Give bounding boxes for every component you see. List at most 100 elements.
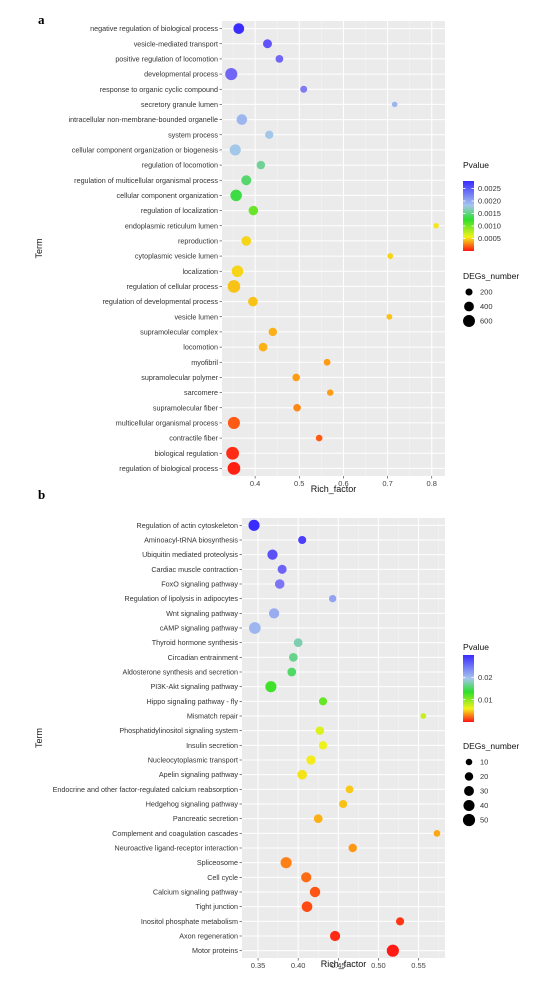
size-legend-key <box>464 772 474 781</box>
size-legend-title: DEGs_number <box>463 741 519 751</box>
color-legend-bar <box>463 655 474 722</box>
x-tick-label: 0.40 <box>291 961 306 970</box>
term-label: Regulation of actin cytoskeleton <box>137 521 239 530</box>
plot-background <box>222 21 445 476</box>
x-axis-title: Rich_factor <box>311 484 357 494</box>
data-point <box>262 39 272 49</box>
data-point <box>231 265 244 278</box>
data-point <box>256 160 266 170</box>
data-point <box>248 296 258 307</box>
term-label: multicellular organismal process <box>116 418 219 427</box>
term-label: Spliceosome <box>197 858 238 867</box>
term-label: Wnt signaling pathway <box>166 609 238 618</box>
data-point <box>386 313 393 320</box>
term-label: Motor proteins <box>192 946 238 955</box>
data-point <box>287 667 297 677</box>
panel-b: b 0.35 0.40 0.45 0.50 0.55 Regulation of actin… <box>34 487 519 970</box>
size-legend-key <box>464 786 474 796</box>
data-point <box>226 446 239 460</box>
data-point <box>309 886 321 898</box>
term-label: response to organic cyclic compound <box>100 85 218 94</box>
size-legend-label: 10 <box>480 758 488 767</box>
term-label: Insulin secretion <box>186 741 238 750</box>
data-point <box>420 713 427 719</box>
size-legend-label: 20 <box>480 772 488 781</box>
data-point <box>301 872 312 883</box>
term-label: Circadian entrainment <box>168 653 238 662</box>
data-point <box>275 55 284 63</box>
data-point <box>339 799 348 809</box>
data-point <box>345 785 354 794</box>
data-point <box>227 462 241 475</box>
term-label: negative regulation of biological proces… <box>90 24 218 33</box>
term-label: Aldosterone synthesis and secretion <box>123 668 238 677</box>
plot-background <box>242 518 445 958</box>
term-label: regulation of locomotion <box>142 161 218 170</box>
term-label: Apelin signaling pathway <box>159 770 239 779</box>
term-label: Inositol phosphate metabolism <box>141 917 238 926</box>
color-legend-title: Pvalue <box>463 642 489 652</box>
x-tick-label: 0.5 <box>294 479 304 488</box>
color-legend-label: 0.0025 <box>478 184 501 193</box>
term-label: endoplasmic reticulum lumen <box>125 221 218 230</box>
panel-label: b <box>38 487 45 502</box>
term-label: Nucleocytoplasmic transport <box>148 756 238 765</box>
term-label: positive regulation of locomotion <box>115 54 218 63</box>
color-legend-label: 0.0010 <box>478 222 501 231</box>
term-label: cellular component organization <box>117 191 219 200</box>
term-label: Axon regeneration <box>179 932 238 941</box>
data-point <box>258 342 268 352</box>
color-legend-label: 0.01 <box>478 695 493 704</box>
term-label: Endocrine and other factor-regulated cal… <box>53 785 238 794</box>
data-point <box>248 622 261 634</box>
data-point <box>225 68 238 81</box>
term-label: sarcomere <box>184 388 218 397</box>
term-label: supramolecular polymer <box>141 373 218 382</box>
data-point <box>248 519 260 531</box>
data-point <box>233 23 245 34</box>
term-label: regulation of developmental process <box>103 297 219 306</box>
data-point <box>391 101 398 108</box>
data-point <box>230 189 242 202</box>
term-label: reproduction <box>178 236 218 245</box>
term-label: Ubiquitin mediated proteolysis <box>142 550 238 559</box>
size-legend-key <box>465 758 473 766</box>
data-point <box>280 857 292 869</box>
term-label: Cardiac muscle contraction <box>151 565 238 574</box>
x-tick-label: 0.50 <box>371 961 386 970</box>
size-legend-key <box>462 813 476 827</box>
color-legend-label: 0.02 <box>478 673 493 682</box>
data-point <box>387 253 394 260</box>
data-point <box>386 944 399 957</box>
size-legend-label: 40 <box>480 801 488 810</box>
data-point <box>265 130 274 139</box>
data-point <box>297 769 307 780</box>
color-legend-title: Pvalue <box>463 160 489 170</box>
data-point <box>306 755 316 765</box>
data-point <box>229 144 241 156</box>
data-point <box>301 901 313 912</box>
panel-a: a 0.4 0.5 0.6 0.7 0.8 negative regulation of b… <box>34 12 519 494</box>
term-label: Calcium signaling pathway <box>153 888 239 897</box>
data-point <box>248 205 259 216</box>
term-label: cAMP signaling pathway <box>160 624 239 633</box>
term-label: secretory granule lumen <box>141 100 218 109</box>
data-point <box>293 403 301 412</box>
data-point <box>236 114 248 125</box>
term-label: cytoplasmic vesicle lumen <box>135 252 218 261</box>
term-label: intracellular non-membrane-bounded organ… <box>69 115 218 124</box>
data-point <box>300 85 308 93</box>
color-legend-label: 0.0015 <box>478 209 501 218</box>
size-legend-label: 30 <box>480 787 488 796</box>
data-point <box>268 608 280 619</box>
data-point <box>326 389 334 396</box>
data-point <box>277 564 287 574</box>
term-label: Complement and coagulation cascades <box>112 829 238 838</box>
data-point <box>241 175 252 186</box>
term-label: vesicle lumen <box>174 312 218 321</box>
term-label: contractile fiber <box>169 434 218 443</box>
term-label: developmental process <box>144 70 218 79</box>
term-label: supramolecular complex <box>140 327 218 336</box>
term-label: Neuroactive ligand-receptor interaction <box>115 844 238 853</box>
